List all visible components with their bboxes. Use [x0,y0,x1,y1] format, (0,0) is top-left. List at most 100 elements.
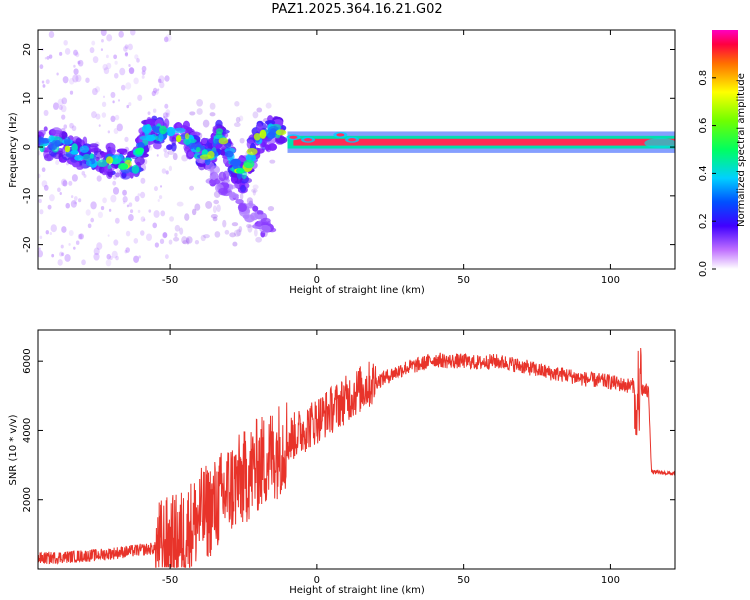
noise-speck [224,229,230,235]
noise-speck [113,127,119,135]
signal-blob [121,148,128,156]
noise-speck [256,107,263,113]
snr-xtick-label: 100 [601,575,620,586]
signal-blob [158,133,164,143]
noise-speck [59,51,63,56]
noise-speck [209,112,216,117]
noise-speck [141,65,147,72]
noise-speck [61,114,66,120]
noise-speck [81,171,86,176]
noise-speck [145,233,153,242]
noise-speck [49,231,53,236]
noise-speck [38,173,41,179]
noise-speck [157,78,162,83]
signal-blob [184,132,190,140]
noise-speck [172,152,178,161]
noise-speck [101,38,104,43]
signal-blob [201,137,208,145]
noise-speck [68,242,71,246]
noise-speck [45,230,49,235]
carrier-end-blob [644,138,675,149]
signal-blob [70,150,79,155]
noise-speck [134,195,140,202]
noise-speck [157,88,160,91]
noise-speck [73,196,78,201]
noise-speck [102,197,107,204]
noise-speck [252,189,256,196]
spectrogram-xtick-label: -50 [162,275,178,286]
noise-speck [69,90,74,95]
noise-speck [139,191,146,199]
noise-speck [141,75,145,79]
noise-speck [83,174,87,178]
noise-speck [107,234,110,237]
noise-speck [116,123,123,132]
noise-speck [75,74,82,83]
noise-speck [55,159,60,165]
noise-speck [38,198,42,204]
noise-speck [194,239,200,245]
noise-speck [168,239,173,245]
colorbar-tick-label: 0.0 [698,261,709,277]
noise-speck [234,101,240,107]
noise-speck [209,102,216,110]
noise-speck [103,95,105,99]
noise-speck [114,217,120,224]
colorbar-gradient [712,30,738,269]
noise-speck [78,198,82,203]
noise-speck [205,200,213,209]
noise-speck [106,34,113,42]
signal-blob [222,155,229,165]
noise-speck [222,219,227,228]
colorbar-ticks: 0.0 0.2 0.4 0.6 0.8 [698,70,716,277]
noise-speck [108,208,112,212]
noise-speck [41,167,46,172]
signal-blob [135,148,143,155]
noise-speck [236,228,242,237]
noise-speck [73,64,76,68]
spectrogram-panel: -50 0 50 100 -20 -10 0 10 20 Height of straight … [8,29,676,296]
noise-speck [95,113,101,120]
noise-speck [162,232,168,238]
noise-speck [161,168,167,174]
signal-blob [43,150,49,159]
signal-blob [145,118,157,126]
noise-speck [122,200,126,205]
noise-speck [43,109,49,117]
noise-speck [113,239,119,246]
signal-blob [256,122,263,133]
spectrogram-xtick-label: 0 [314,275,320,286]
noise-speck [194,203,201,211]
noise-speck [110,115,116,123]
noise-speck [48,54,53,59]
noise-speck [73,201,76,205]
noise-speck [163,36,169,43]
noise-speck [140,216,146,222]
noise-speck [41,180,48,188]
colorbar-tick-label: 0.8 [698,70,709,86]
noise-speck [39,235,43,240]
signal-blob [224,150,234,158]
signal-blob [38,136,45,146]
noise-speck [61,97,68,105]
snr-frame [37,329,676,570]
noise-speck [252,184,259,190]
snr-series-line [38,347,675,568]
signal-blob [87,145,99,152]
noise-speck [238,115,244,122]
noise-speck [57,259,63,266]
noise-speck [186,237,190,245]
snr-content [38,347,675,568]
noise-speck [59,192,62,196]
signal-blob [230,158,242,167]
noise-speck [114,60,118,65]
spectrogram-content [38,30,675,267]
noise-speck [159,81,165,89]
signal-blob [256,210,264,215]
noise-speck [59,251,64,257]
noise-speck [38,150,41,156]
noise-speck [140,230,145,236]
noise-speck [38,247,41,251]
signal-blob [118,163,129,170]
signal-blob [209,178,221,185]
